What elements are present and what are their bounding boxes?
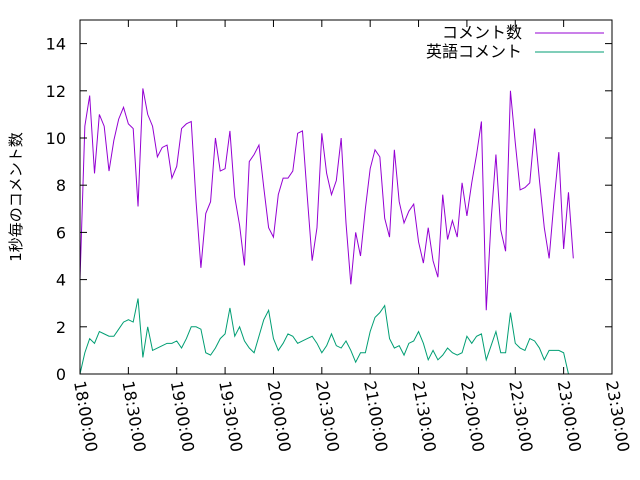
y-tick-label: 6 [56, 223, 66, 242]
series-line-1 [79, 298, 569, 375]
y-tick-label: 10 [46, 129, 66, 148]
y-tick-label: 4 [56, 271, 66, 290]
y-tick-label: 8 [56, 176, 66, 195]
legend-label: コメント数 [442, 23, 522, 42]
y-tick-label: 12 [46, 82, 66, 101]
y-tick-label: 2 [56, 318, 66, 337]
y-tick-label: 14 [46, 35, 66, 54]
series-line-0 [79, 88, 574, 311]
legend-label: 英語コメント [426, 42, 522, 61]
plot-frame [79, 19, 613, 375]
series-layer [79, 88, 574, 375]
y-axis-label: 1秒毎のコメント数 [7, 132, 25, 262]
y-tick-label: 0 [56, 365, 66, 384]
